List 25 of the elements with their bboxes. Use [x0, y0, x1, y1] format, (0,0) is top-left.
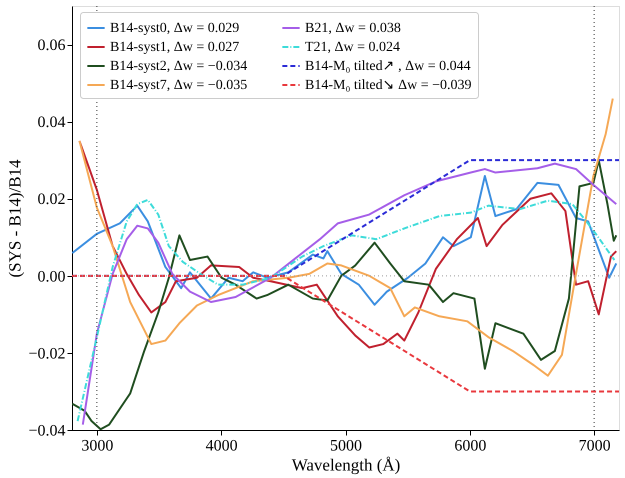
line-series [78, 98, 614, 377]
legend-label: T21, Δw = 0.024 [305, 40, 400, 55]
x-axis-title: Wavelength (Å) [292, 456, 400, 474]
legend-label: B21, Δw = 0.038 [305, 21, 401, 36]
y-tick-label: 0.02 [38, 191, 66, 208]
legend-label: B14-syst2, Δw = −0.034 [110, 59, 248, 74]
y-tick-label: 0.04 [38, 114, 66, 132]
line-series [72, 174, 618, 306]
y-tick-label: 0.06 [38, 37, 66, 54]
x-tick-label: 3000 [81, 438, 114, 454]
legend-label: B14-M₀ tilted↗ , Δw = 0.044 [305, 59, 471, 74]
legend-label: B14-M₀ tilted↘ Δw = −0.039 [305, 78, 472, 93]
legend-label: B14-syst0, Δw = 0.029 [110, 21, 240, 36]
y-tick-label: 0.00 [38, 268, 66, 286]
line-series [78, 140, 618, 349]
line-series [76, 198, 616, 422]
x-tick-label: 4000 [206, 438, 238, 454]
x-tick-label: 5000 [330, 438, 362, 454]
y-tick-label: −0.02 [28, 345, 66, 362]
legend-label: B14-syst1, Δw = 0.027 [110, 40, 240, 55]
x-tick-label: 7000 [578, 438, 611, 454]
y-tick-label: −0.04 [28, 422, 66, 440]
y-axis-title: (SYS - B14)/B14 [5, 158, 24, 278]
legend-label: B14-syst7, Δw = −0.035 [110, 78, 248, 93]
x-tick-label: 6000 [454, 438, 486, 454]
